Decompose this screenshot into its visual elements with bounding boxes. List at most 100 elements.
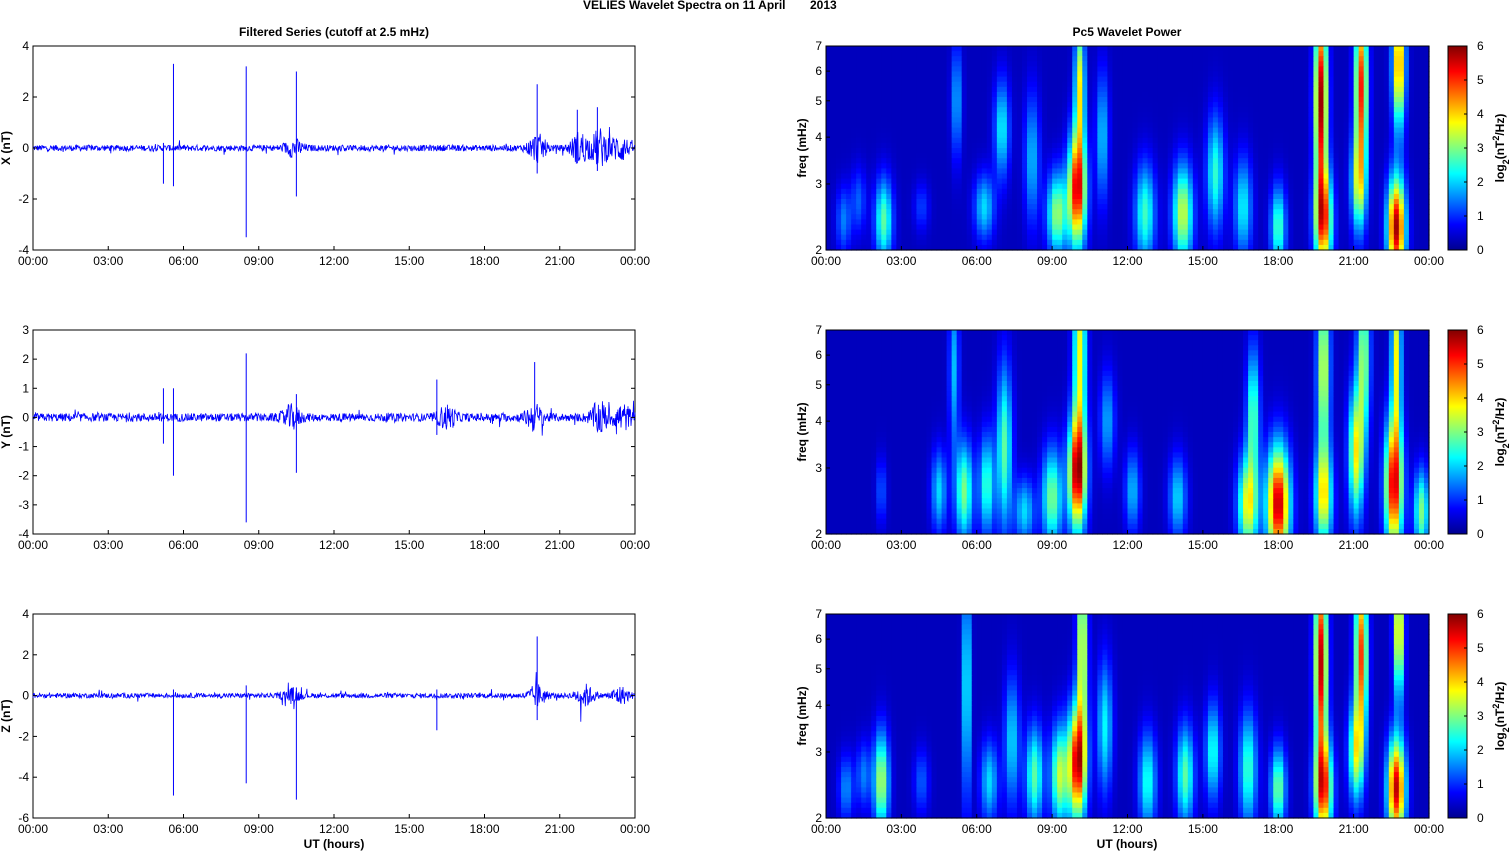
wavelet-x-cell	[841, 122, 847, 129]
wavelet-x-cell	[1212, 117, 1219, 124]
wavelet-x-cell	[1288, 234, 1294, 241]
wavelet-x-cell	[1353, 224, 1360, 231]
wavelet-x-cell	[846, 51, 852, 57]
wavelet-x-cell	[871, 158, 877, 164]
wavelet-x-cell	[1072, 46, 1078, 52]
wavelet-x-cell	[1258, 214, 1264, 220]
wavelet-x-cell	[846, 97, 852, 103]
wavelet-x-cell	[891, 209, 897, 215]
wavelet-x-cell	[1273, 229, 1279, 236]
wavelet-x-cell	[981, 209, 988, 215]
wavelet-x-cell	[1222, 71, 1229, 78]
wavelet-x-cell	[941, 102, 948, 108]
wavelet-x-cell	[881, 188, 887, 195]
wavelet-x-cell	[916, 71, 923, 78]
wavelet-x-cell	[1278, 199, 1284, 205]
wavelet-x-cell	[1248, 234, 1254, 241]
wavelet-x-cell	[1358, 71, 1365, 78]
wavelet-x-cell	[1127, 168, 1134, 175]
wavelet-x-cell	[1047, 86, 1053, 93]
wavelet-x-cell	[1303, 173, 1310, 180]
wavelet-x-cell	[921, 234, 928, 241]
wavelet-x-cell	[856, 86, 862, 93]
wavelet-x-cell	[1418, 234, 1425, 241]
wavelet-x-cell	[1298, 81, 1304, 88]
wavelet-x-cell	[1132, 193, 1139, 200]
wavelet-x-cell	[1021, 127, 1028, 134]
wavelet-x-cell	[1348, 224, 1355, 231]
wavelet-x-cell	[1313, 193, 1320, 200]
wavelet-x-cell	[991, 117, 998, 124]
wavelet-x-cell	[1248, 244, 1254, 251]
wavelet-x-cell	[901, 148, 908, 154]
wavelet-x-cell	[891, 142, 897, 149]
wavelet-x-cell	[1273, 188, 1279, 195]
wavelet-x-xtick-label: 09:00	[1037, 254, 1067, 268]
wavelet-x-cell	[996, 61, 1003, 67]
wavelet-x-cell	[831, 132, 837, 139]
wavelet-x-cell	[891, 163, 897, 169]
wavelet-x-cell	[926, 91, 933, 98]
wavelet-x-cell	[1107, 219, 1114, 226]
wavelet-x-cell	[1338, 122, 1345, 129]
wavelet-x-cell	[1212, 193, 1219, 200]
wavelet-x-cell	[961, 61, 968, 67]
wavelet-x-cell	[1283, 229, 1289, 236]
wavelet-x-cell	[1032, 214, 1038, 220]
wavelet-x-cell	[1011, 244, 1018, 251]
wavelet-x-cell	[1268, 188, 1274, 195]
wavelet-x-cell	[1037, 204, 1043, 210]
wavelet-x-cell	[1383, 61, 1390, 67]
wavelet-x-cell	[1323, 71, 1330, 78]
wavelet-x-cell	[1222, 183, 1229, 190]
wavelet-x-cell	[1217, 107, 1224, 113]
wavelet-x-cell	[1258, 204, 1264, 210]
wavelet-x-cell	[836, 76, 842, 83]
wavelet-x-cell	[941, 137, 948, 144]
wavelet-x-cell	[1137, 97, 1144, 103]
wavelet-x-cell	[871, 204, 877, 210]
wavelet-x-cell	[1248, 71, 1254, 78]
wavelet-x-cell	[1137, 142, 1144, 149]
wavelet-x-cell	[1027, 244, 1033, 251]
wavelet-x-cell	[1293, 244, 1299, 251]
wavelet-x-cell	[831, 127, 837, 134]
wavelet-x-cell	[1303, 142, 1310, 149]
wavelet-x-cell	[1037, 163, 1043, 169]
wavelet-x-cell	[1383, 81, 1390, 88]
wavelet-x-cell	[1082, 46, 1088, 52]
wavelet-x-cell	[1112, 132, 1119, 139]
wavelet-x-colorbar-tick-label: 6	[1477, 39, 1484, 53]
wavelet-x-cell	[831, 66, 837, 73]
wavelet-x-cell	[1177, 142, 1184, 149]
wavelet-x-cell	[1177, 199, 1184, 205]
wavelet-x-cell	[876, 204, 882, 210]
wavelet-x-cell	[1042, 244, 1048, 251]
wavelet-x-cell	[911, 204, 918, 210]
wavelet-x-cell	[981, 188, 988, 195]
wavelet-x-cell	[1192, 204, 1199, 210]
wavelet-x-cell	[976, 91, 983, 98]
wavelet-x-cell	[946, 173, 953, 180]
wavelet-x-cell	[1052, 168, 1058, 175]
wavelet-x-cell	[871, 234, 877, 241]
wavelet-x-cell	[976, 56, 983, 62]
wavelet-x-cell	[856, 219, 862, 226]
wavelet-x-cell	[886, 86, 892, 93]
wavelet-x-cell	[1403, 117, 1410, 124]
wavelet-x-cell	[1047, 158, 1053, 164]
wavelet-x-cell	[981, 158, 988, 164]
wavelet-x-cell	[891, 244, 897, 251]
wavelet-x-cell	[1102, 51, 1109, 57]
wavelet-x-cell	[891, 86, 897, 93]
wavelet-x-cell	[1413, 148, 1420, 154]
wavelet-x-cell	[1202, 214, 1209, 220]
wavelet-x-cell	[1032, 193, 1038, 200]
wavelet-x-cell	[1328, 86, 1335, 93]
wavelet-x-cell	[1413, 81, 1420, 88]
wavelet-x-cell	[1016, 183, 1023, 190]
wavelet-x-cell	[981, 71, 988, 78]
wavelet-x-cell	[1258, 122, 1264, 129]
wavelet-x-cell	[996, 168, 1003, 175]
wavelet-x-cell	[971, 112, 978, 118]
